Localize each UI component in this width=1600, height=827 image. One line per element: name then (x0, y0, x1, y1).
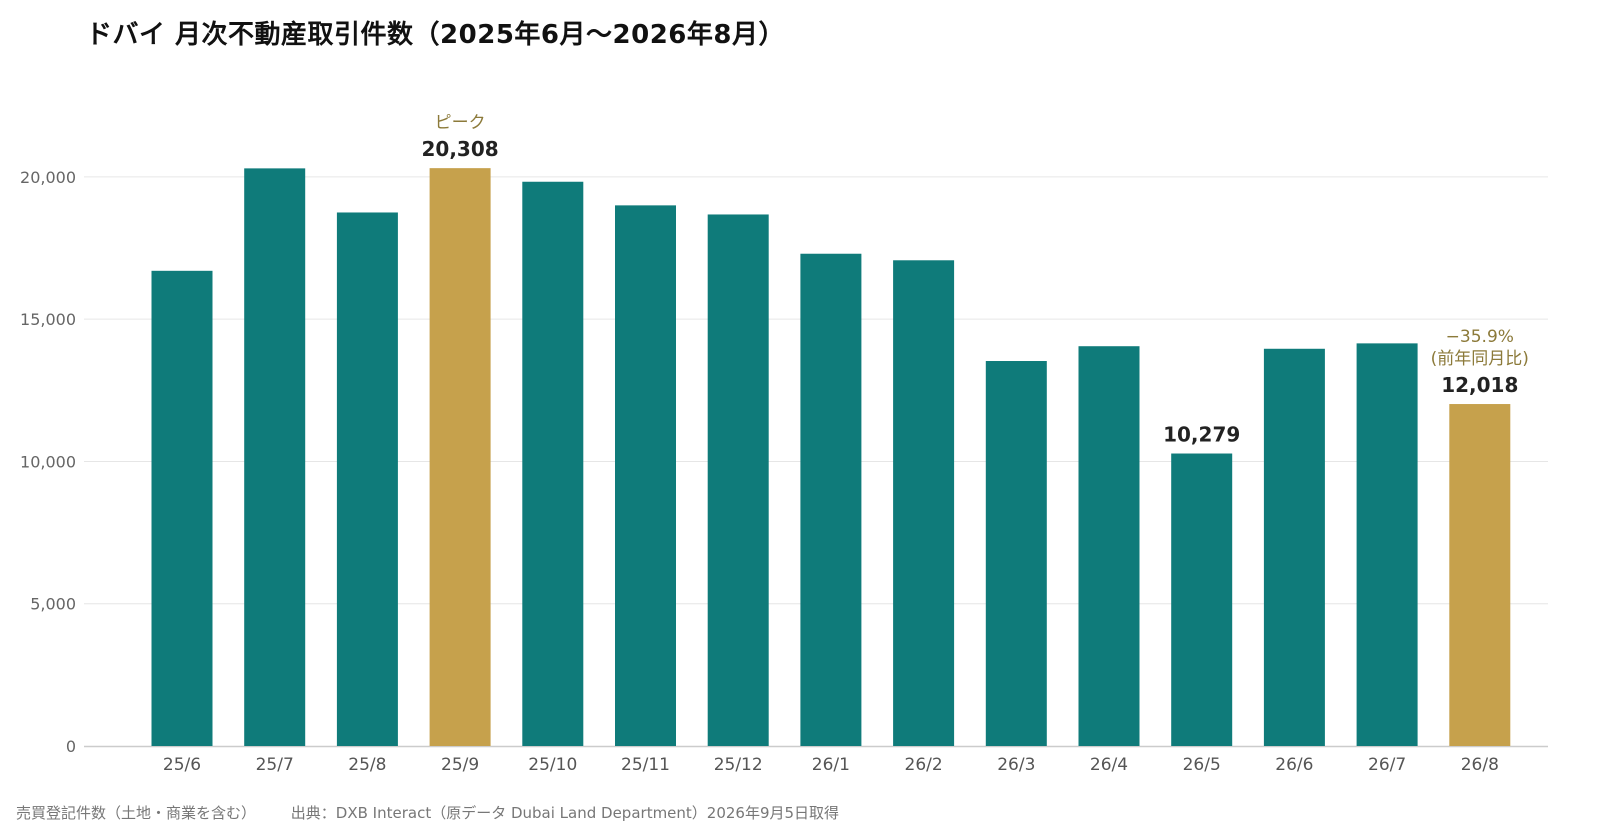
x-tick-label: 26/5 (1183, 755, 1221, 775)
footnote-source: 出典：DXB Interact（原データ Dubai Land Departme… (290, 804, 840, 822)
bar (800, 253, 862, 746)
y-tick-label: 0 (66, 737, 76, 756)
bar-highlight (429, 168, 491, 747)
bar (1171, 453, 1233, 746)
x-tick-label: 25/12 (714, 755, 763, 775)
footnote-note: 売買登記件数（土地・商業を含む） (16, 804, 257, 822)
x-tick-label: 25/9 (441, 755, 479, 775)
bar (336, 212, 398, 746)
bar (522, 181, 584, 747)
x-tick-label: 25/8 (348, 755, 386, 775)
x-tick-label: 26/4 (1090, 755, 1128, 775)
bar-highlight (1449, 404, 1511, 746)
bar (985, 361, 1047, 746)
bar (1078, 346, 1140, 746)
chart-footnote: 売買登記件数（土地・商業を含む） 出典：DXB Interact（原データ Du… (16, 802, 839, 823)
bar (893, 260, 955, 746)
y-tick-label: 15,000 (20, 310, 76, 329)
x-tick-label: 26/3 (997, 755, 1035, 775)
x-tick-label: 25/11 (621, 755, 670, 775)
data-label: 12,018 (1441, 373, 1518, 397)
x-tick-label: 25/6 (163, 755, 201, 775)
annotation-label: −35.9% (1446, 327, 1514, 347)
data-label: 10,279 (1163, 423, 1240, 447)
x-tick-label: 26/1 (812, 755, 850, 775)
y-tick-label: 10,000 (20, 452, 76, 471)
chart-title: ドバイ 月次不動産取引件数（2025年6月〜2026年8月） (86, 20, 785, 50)
x-tick-label: 26/7 (1368, 755, 1406, 775)
data-label: 20,308 (422, 137, 499, 161)
bar (1356, 343, 1418, 746)
x-tick-label: 25/10 (528, 755, 577, 775)
x-tick-label: 26/6 (1275, 755, 1313, 775)
annotation-label: ピーク (435, 113, 486, 133)
bar (707, 214, 769, 746)
x-tick-label: 26/2 (905, 755, 943, 775)
bar (615, 205, 676, 746)
bar (1263, 348, 1325, 746)
y-tick-label: 5,000 (30, 595, 76, 614)
bar (151, 270, 213, 746)
y-tick-label: 20,000 (20, 168, 76, 187)
x-tick-label: 25/7 (256, 755, 294, 775)
x-tick-label: 26/8 (1461, 755, 1499, 775)
bar (244, 168, 306, 746)
annotation-label: (前年同月比) (1431, 349, 1529, 369)
